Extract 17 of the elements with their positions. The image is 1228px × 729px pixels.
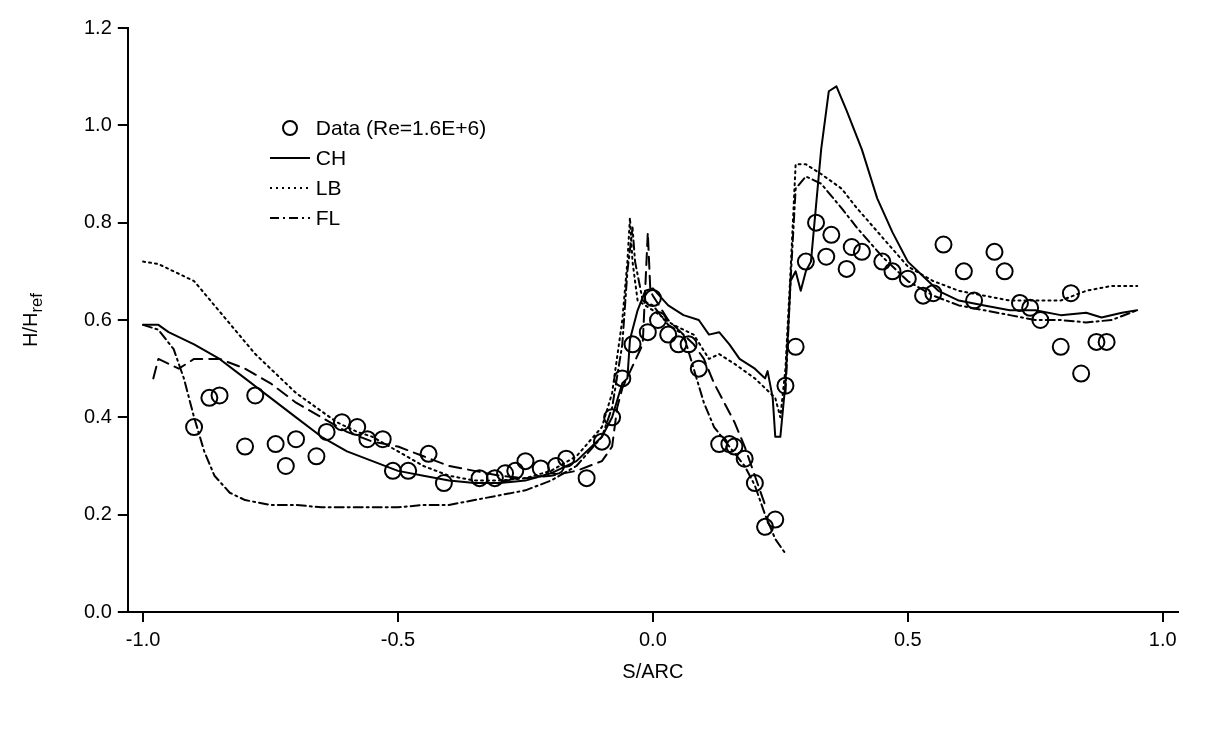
x-tick-label: 0.0: [639, 627, 667, 650]
x-tick-label: 1.0: [1148, 627, 1177, 650]
y-tick-label: 0.2: [83, 502, 112, 525]
x-tick-label: -1.0: [125, 627, 161, 650]
legend-label: LB: [315, 175, 342, 201]
y-tick-label: 0.0: [83, 599, 112, 622]
legend-label: FL: [315, 205, 341, 231]
x-axis-title: S/ARC: [621, 660, 685, 683]
y-tick-label: 1.2: [83, 15, 112, 38]
x-tick-label: -0.5: [380, 627, 416, 650]
x-tick-label: 0.5: [893, 627, 922, 650]
y-tick-label: 0.8: [83, 210, 112, 233]
y-tick-label: 0.6: [83, 307, 112, 330]
legend-label: CH: [315, 145, 347, 171]
legend-label: Data (Re=1.6E+6): [315, 115, 487, 141]
y-tick-label: 0.4: [83, 404, 112, 427]
y-tick-label: 1.0: [83, 112, 112, 135]
